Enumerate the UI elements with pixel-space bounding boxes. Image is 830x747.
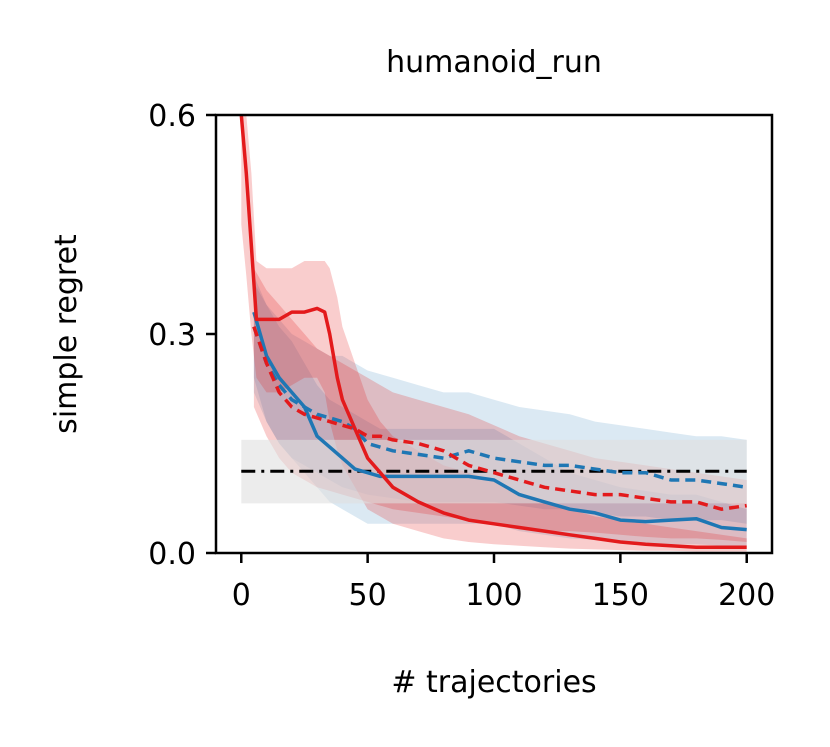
x-axis-label: # trajectories (391, 665, 596, 700)
x-tick-label: 100 (465, 578, 522, 613)
x-tick-label: 50 (349, 578, 387, 613)
x-axis-ticks: 0 50 100 150 200 (232, 553, 775, 613)
y-tick-label: 0.3 (148, 318, 196, 353)
y-axis-label: simple regret (49, 234, 84, 434)
chart-title: humanoid_run (386, 45, 602, 80)
x-tick-label: 0 (232, 578, 251, 613)
series-lines (239, 114, 747, 549)
x-tick-label: 200 (718, 578, 775, 613)
y-axis-ticks: 0.0 0.3 0.6 (148, 99, 216, 572)
series-1-line (252, 311, 747, 532)
y-tick-label: 0.0 (148, 537, 196, 572)
series-2-line (252, 326, 747, 490)
y-tick-label: 0.6 (148, 99, 196, 134)
x-tick-label: 150 (592, 578, 649, 613)
series-4-line (252, 326, 747, 511)
series-3-line (239, 114, 747, 549)
